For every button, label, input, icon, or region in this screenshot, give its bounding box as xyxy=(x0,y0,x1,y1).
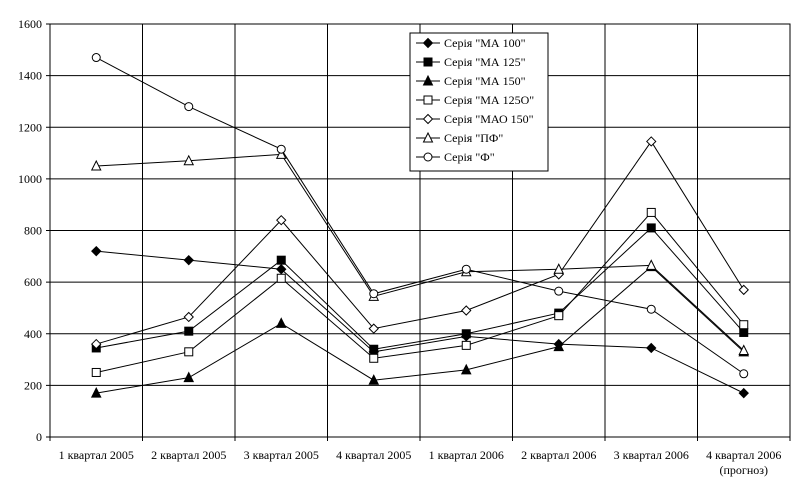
legend-box xyxy=(409,32,549,172)
y-tick-label: 1400 xyxy=(18,69,42,83)
legend-entry-label: Серія "Ф" xyxy=(444,150,495,164)
data-point xyxy=(554,311,564,321)
x-category-label: 2 квартал 2005 xyxy=(151,448,226,462)
x-category-label: 2 квартал 2006 xyxy=(521,448,596,462)
data-point xyxy=(90,387,102,398)
y-tick-label: 600 xyxy=(24,275,42,289)
data-point xyxy=(276,273,286,283)
y-tick-label: 1200 xyxy=(18,120,42,134)
data-point xyxy=(183,254,194,266)
x-category-label: 4 квартал 2005 xyxy=(336,448,411,462)
legend-entry-label: Серія "МА 150" xyxy=(444,74,526,88)
data-point xyxy=(183,371,195,383)
data-point xyxy=(275,317,287,328)
data-point xyxy=(553,263,565,274)
series-line xyxy=(96,250,744,394)
data-point xyxy=(183,311,194,323)
data-point xyxy=(739,327,749,337)
legend-entry-label: Серія "МА 125" xyxy=(444,55,526,69)
legend-marker xyxy=(423,95,433,105)
grid xyxy=(50,23,790,438)
data-point xyxy=(369,353,379,363)
legend-entry-label: Серія "ПФ" xyxy=(444,131,503,145)
legend-marker xyxy=(422,37,434,49)
data-point xyxy=(461,264,471,274)
x-category-label: 3 квартал 2005 xyxy=(244,448,319,462)
y-tick-label: 800 xyxy=(24,224,42,238)
legend-entry-label: Серія "МА 100" xyxy=(444,36,526,50)
y-tick-label: 1600 xyxy=(18,17,42,31)
data-point xyxy=(368,374,380,385)
data-point xyxy=(276,255,286,265)
data-point xyxy=(738,284,749,296)
legend-marker xyxy=(422,74,434,86)
legend-entry-label: Серія "МАО 150" xyxy=(444,112,534,126)
legend-marker xyxy=(423,57,433,67)
data-point xyxy=(368,323,379,334)
series-line xyxy=(96,227,745,350)
series-group xyxy=(91,207,749,377)
data-point xyxy=(276,144,286,154)
data-point xyxy=(461,305,472,316)
series-line xyxy=(96,153,745,351)
series-line xyxy=(96,211,745,373)
data-point xyxy=(739,320,749,330)
data-point xyxy=(91,53,101,63)
legend: Серія "МА 100" Серія "МА 125" Серія "МА 15… xyxy=(409,32,549,172)
legend-marker xyxy=(422,131,434,143)
data-point xyxy=(461,340,471,350)
x-category-label: 1 квартал 2005 xyxy=(59,448,134,462)
legend-marker xyxy=(423,152,433,162)
series-group xyxy=(91,223,749,354)
data-point xyxy=(276,264,287,275)
y-tick-labels: 0 200 400 600 800 1000 1200 1400 1600 xyxy=(18,17,42,444)
x-category-label: (прогноз) xyxy=(720,463,769,477)
data-point xyxy=(646,207,656,217)
x-category-label: 4 квартал 2006 xyxy=(706,448,781,462)
data-point xyxy=(460,363,472,375)
series-line xyxy=(96,140,745,345)
legend-entry-label: Серія "МА 125О" xyxy=(444,93,534,107)
data-point xyxy=(646,342,657,354)
x-category-labels: 1 квартал 2005 2 квартал 2005 3 квартал 20… xyxy=(59,448,782,477)
data-point xyxy=(184,326,194,336)
y-tick-label: 400 xyxy=(24,327,42,341)
y-tick-label: 1000 xyxy=(18,172,42,186)
data-point xyxy=(739,369,749,379)
data-point xyxy=(369,344,379,354)
x-category-label: 3 квартал 2006 xyxy=(614,448,689,462)
data-point xyxy=(646,223,656,233)
data-point xyxy=(91,338,102,350)
series-line xyxy=(96,265,745,394)
series-line xyxy=(96,57,745,375)
data-point xyxy=(646,136,657,147)
y-tick-label: 200 xyxy=(24,378,42,392)
data-point xyxy=(184,102,194,112)
data-point xyxy=(90,159,102,171)
data-point xyxy=(738,387,749,399)
series-group xyxy=(91,53,749,379)
axes xyxy=(46,23,791,441)
y-tick-label: 0 xyxy=(36,430,42,444)
data-point xyxy=(646,304,656,314)
data-point xyxy=(184,347,194,357)
data-point xyxy=(91,367,101,377)
data-point xyxy=(276,214,287,226)
series-group xyxy=(90,148,750,356)
data-point xyxy=(183,154,195,166)
x-category-label: 1 квартал 2006 xyxy=(429,448,504,462)
data-point xyxy=(554,286,564,296)
data-point xyxy=(461,329,471,339)
legend-marker xyxy=(422,113,434,125)
data-point xyxy=(369,289,379,299)
series xyxy=(90,53,750,399)
data-point xyxy=(91,245,102,257)
data-point xyxy=(275,148,287,159)
data-point xyxy=(553,340,565,352)
data-point xyxy=(738,344,750,356)
data-point xyxy=(645,259,657,270)
